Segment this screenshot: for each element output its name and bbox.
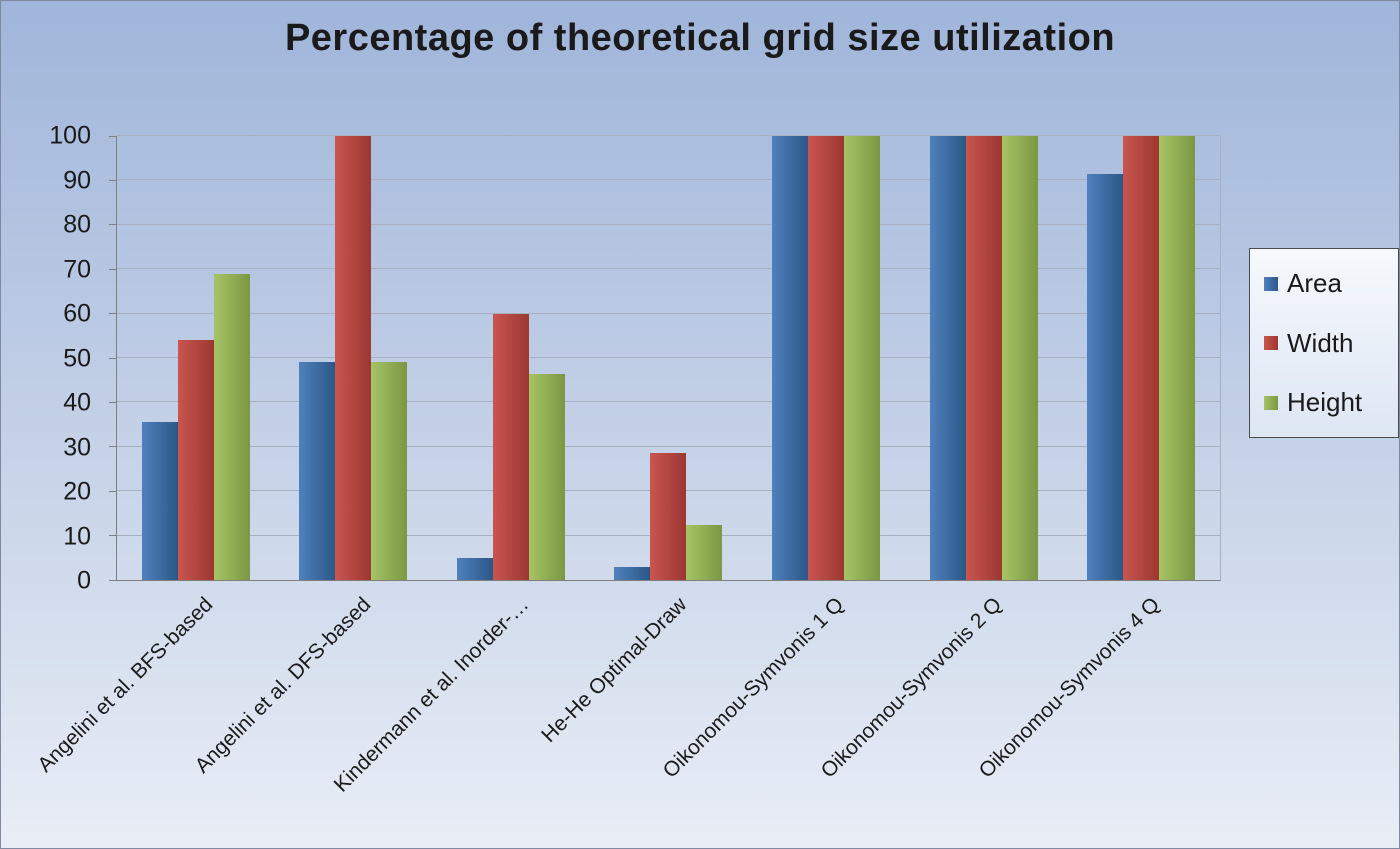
- y-axis-label: 90: [63, 166, 91, 194]
- bar-width: [177, 340, 214, 580]
- bar-area: [299, 362, 336, 580]
- bar-height: [1159, 136, 1196, 580]
- y-axis-label: 20: [63, 477, 91, 506]
- legend-swatch: [1264, 276, 1278, 291]
- y-axis-label: 30: [63, 433, 91, 461]
- plot-area: [109, 135, 1221, 581]
- gridline: [117, 401, 1220, 403]
- gridline: [117, 223, 1220, 225]
- bar-group: [905, 136, 1063, 580]
- bar-height: [1001, 136, 1038, 580]
- x-axis-label: Angelini et al. BFS-based: [33, 593, 218, 777]
- bar-group: [590, 136, 748, 580]
- y-axis-label: 50: [63, 344, 91, 372]
- y-axis-tick: [109, 446, 117, 448]
- bar-area: [772, 136, 809, 580]
- legend-label: Height: [1287, 387, 1363, 417]
- y-axis-tick: [109, 268, 117, 270]
- y-axis-tick: [109, 179, 117, 181]
- gridline: [117, 179, 1220, 181]
- chart-title: Percentage of theoretical grid size util…: [284, 17, 1116, 59]
- y-axis-label: 60: [63, 299, 91, 328]
- y-axis-label: 40: [63, 388, 91, 417]
- x-axis-labels: Angelini et al. BFS-based Angelini et al.…: [33, 581, 1221, 841]
- bar-area: [1087, 173, 1124, 580]
- bar-height: [371, 362, 408, 580]
- y-axis-label: 0: [77, 566, 91, 595]
- y-axis-labels: 0 10 20 30 40 50 60 70 80 90 100: [1, 122, 105, 595]
- gridline: [117, 357, 1220, 358]
- legend-item-area: Area: [1264, 268, 1384, 299]
- bar-height: [844, 136, 881, 580]
- legend-swatch: [1264, 336, 1278, 350]
- y-axis-tick: [109, 535, 117, 537]
- legend-swatch: [1264, 395, 1278, 410]
- bar-area: [141, 422, 178, 580]
- y-axis-tick: [109, 135, 117, 137]
- y-axis-label: 100: [49, 121, 91, 150]
- y-axis-label: 70: [63, 255, 91, 283]
- bar-area: [614, 566, 651, 580]
- y-axis-tick: [109, 313, 117, 315]
- y-axis-tick: [109, 579, 117, 581]
- legend-item-width: Width: [1264, 328, 1384, 359]
- bar-area: [929, 136, 966, 580]
- bar-area: [456, 557, 493, 580]
- legend: Area Width Height: [1249, 248, 1399, 438]
- legend-item-height: Height: [1264, 387, 1384, 418]
- bar-group: [432, 136, 590, 580]
- bar-height: [213, 273, 250, 580]
- legend-label: Width: [1287, 327, 1354, 358]
- y-axis-tick: [109, 401, 117, 403]
- bar-width: [965, 136, 1002, 580]
- gridline: [117, 268, 1220, 270]
- bar-group: [117, 136, 275, 580]
- bar-width: [492, 313, 529, 580]
- bar-width: [1123, 136, 1160, 580]
- bar-height: [686, 524, 723, 580]
- gridline: [117, 135, 1220, 136]
- gridline: [117, 445, 1220, 447]
- bar-group: [275, 136, 433, 580]
- bar-width: [335, 136, 372, 580]
- bar-group: [1062, 136, 1220, 580]
- legend-label: Area: [1287, 268, 1342, 298]
- bar-height: [528, 373, 565, 580]
- y-axis-label: 80: [63, 210, 91, 239]
- gridline: [117, 312, 1220, 314]
- bar-width: [650, 453, 687, 580]
- y-axis-tick: [109, 357, 117, 359]
- y-axis-label: 10: [63, 522, 91, 550]
- bar-width: [808, 136, 845, 580]
- bar-group: [747, 136, 905, 580]
- y-axis-tick: [109, 224, 117, 226]
- y-axis-tick: [109, 490, 117, 492]
